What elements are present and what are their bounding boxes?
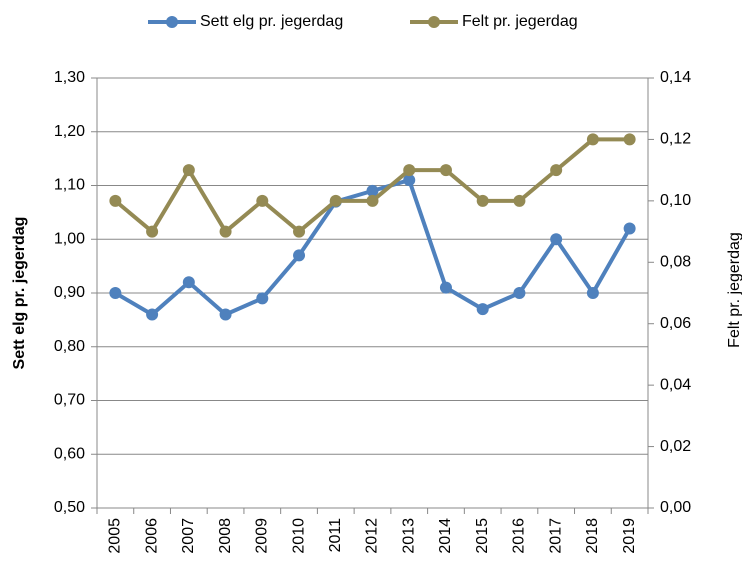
y2-tick-label: 0,12 [660,131,691,148]
x-tick-label: 2015 [474,518,491,554]
legend-marker [166,16,178,28]
point [623,222,636,235]
point [366,184,379,197]
x-tick-label: 2012 [364,518,381,554]
legend-marker [428,16,440,28]
y-tick-label: 0,70 [54,392,85,409]
y-tick-label: 1,10 [54,177,85,194]
point [219,225,232,238]
point [586,133,599,146]
point [439,164,452,177]
point [513,287,526,299]
point [256,292,269,305]
x-tick-label: 2009 [254,518,271,554]
y-tick-label: 1,30 [54,69,85,86]
x-tick-label: 2019 [621,518,638,554]
x-tick-label: 2005 [107,518,124,554]
point [550,233,563,246]
point [403,164,416,177]
point [293,225,306,238]
point [109,194,122,207]
point [439,281,452,294]
x-tick-label: 2014 [437,518,454,554]
point [256,194,269,207]
point [293,249,306,262]
x-tick-label: 2017 [547,518,564,554]
point [219,308,232,321]
x-tick-label: 2006 [143,518,160,554]
legend-label: Sett elg pr. jegerdag [200,13,343,30]
y-axis-title: Sett elg pr. jegerdag [11,217,28,370]
point [182,276,195,289]
y2-tick-label: 0,10 [660,192,691,209]
y2-axis-title: Felt pr. jegerdag [726,232,742,348]
y-tick-label: 0,90 [54,284,85,301]
point [109,287,122,299]
point [366,194,379,207]
y2-tick-label: 0,14 [660,69,691,86]
y2-tick-label: 0,02 [660,438,691,455]
point [329,194,342,207]
x-tick-label: 2013 [400,518,417,554]
x-tick-label: 2010 [290,518,307,554]
y-tick-label: 0,80 [54,338,85,355]
y-tick-label: 1,20 [54,123,85,140]
point [513,194,526,207]
point [182,164,195,177]
x-tick-label: 2011 [327,518,344,553]
y-tick-label: 0,60 [54,445,85,462]
x-tick-label: 2007 [180,518,197,554]
point [623,133,636,146]
point [403,174,416,187]
y2-tick-label: 0,06 [660,315,691,332]
point [476,303,489,316]
point [146,225,159,238]
point [146,308,159,321]
legend-label: Felt pr. jegerdag [462,13,578,30]
x-tick-label: 2016 [511,518,528,554]
point [476,194,489,207]
point [550,164,563,177]
x-tick-label: 2018 [584,518,601,554]
y2-tick-label: 0,00 [660,499,691,516]
x-tick-label: 2008 [217,518,234,554]
point [586,287,599,299]
y2-tick-label: 0,04 [660,376,691,393]
y-tick-label: 1,00 [54,230,85,247]
y2-tick-label: 0,08 [660,254,691,271]
y-tick-label: 0,50 [54,499,85,516]
